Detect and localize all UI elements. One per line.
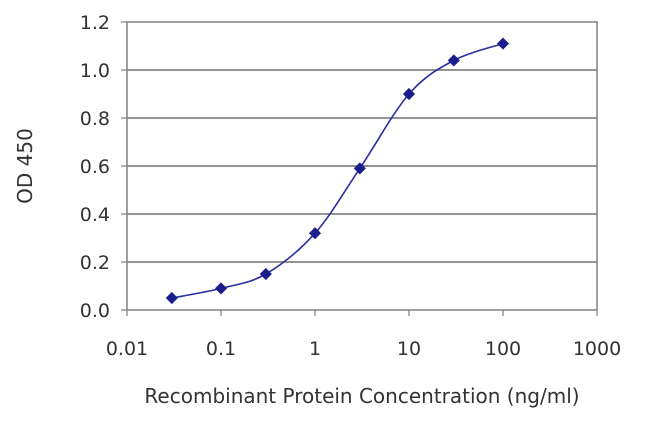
data-point-marker xyxy=(259,267,272,281)
x-tick-label: 1000 xyxy=(573,338,621,360)
y-tick-label: 0.8 xyxy=(80,108,110,130)
data-point-marker xyxy=(447,54,460,67)
y-tick-label: 1.2 xyxy=(80,12,110,34)
y-tick-label: 0.6 xyxy=(80,156,110,178)
y-tick-label: 0.4 xyxy=(80,204,110,226)
y-axis-title: OD 450 xyxy=(13,128,37,204)
y-axis-ticks: 0.0 0.2 0.4 0.6 0.8 1.0 1.2 xyxy=(80,12,127,322)
x-tick-label: 10 xyxy=(397,338,421,360)
x-tick-label: 0.1 xyxy=(206,338,236,360)
data-point-marker xyxy=(402,87,416,101)
data-point-marker xyxy=(353,162,366,175)
x-tick-label: 0.01 xyxy=(106,338,148,360)
data-point-marker xyxy=(214,282,228,295)
series-layer xyxy=(165,37,510,305)
data-point-marker xyxy=(165,291,178,305)
y-tick-label: 1.0 xyxy=(80,60,110,82)
data-point-marker xyxy=(496,37,510,50)
data-point-marker xyxy=(308,227,322,240)
x-axis-title: Recombinant Protein Concentration (ng/ml… xyxy=(144,384,579,408)
y-tick-label: 0.0 xyxy=(80,300,110,322)
x-axis-ticks: 0.01 0.1 1 10 100 1000 xyxy=(106,310,621,360)
series-line xyxy=(171,42,504,299)
x-tick-label: 1 xyxy=(309,338,321,360)
y-tick-label: 0.2 xyxy=(80,252,110,274)
x-tick-label: 100 xyxy=(485,338,521,360)
